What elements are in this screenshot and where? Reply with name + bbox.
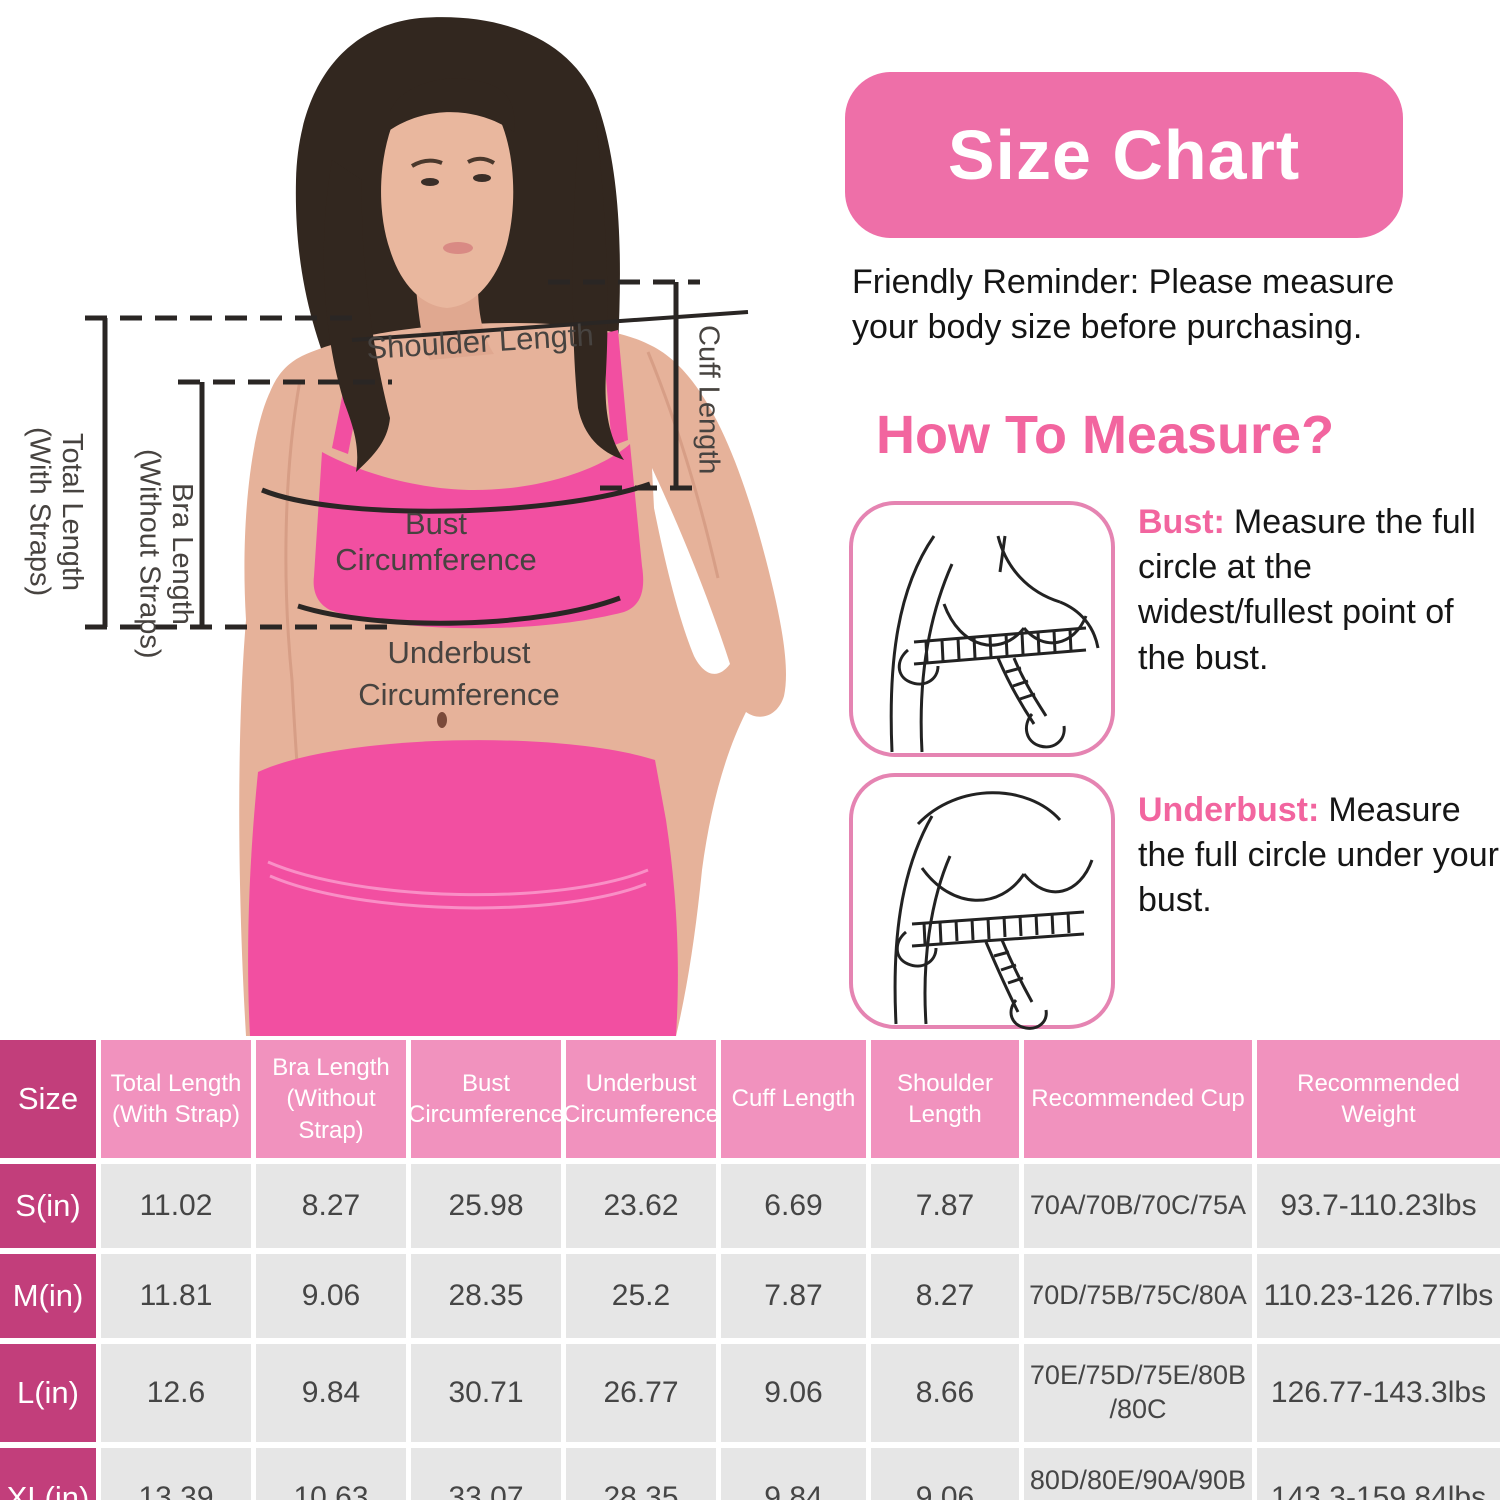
col-header-cuff: Cuff Length [721,1040,866,1158]
title-banner: Size Chart [845,72,1403,238]
table-cell: 7.87 [871,1164,1019,1248]
table-cell: 30.71 [411,1344,561,1442]
table-cell: 23.62 [566,1164,716,1248]
table-cell: 80D/80E/90A/90B /90C [1024,1448,1252,1500]
table-cell: 70A/70B/70C/75A [1024,1164,1252,1248]
table-cell: 13.39 [101,1448,251,1500]
row-m-label: M(in) [0,1254,96,1338]
table-cell: 33.07 [411,1448,561,1500]
col-header-shoulder: Shoulder Length [871,1040,1019,1158]
table-cell: 10.63 [256,1448,406,1500]
leggings [248,740,678,1036]
bust-measure-icon [849,501,1115,757]
underbust-circumference-label: Underbust Circumference [358,635,560,712]
table-cell: 12.6 [101,1344,251,1442]
table-cell: 28.35 [566,1448,716,1500]
col-header-total-length: Total Length (With Strap) [101,1040,251,1158]
model-photo [85,17,786,1036]
table-cell: 26.77 [566,1344,716,1442]
underbust-measure-icon [849,773,1115,1030]
table-cell: 7.87 [721,1254,866,1338]
table-cell: 8.66 [871,1344,1019,1442]
cuff-length-label: Cuff Length [692,325,725,475]
bra-top [313,444,644,629]
total-length-label: Total Length (With Straps) [23,427,88,597]
col-header-recommended-cup: Recommended Cup [1024,1040,1252,1158]
bust-label: Bust: [1138,503,1225,541]
reminder-text: Friendly Reminder: Please measure your b… [852,263,1395,347]
bra-length-label: Bra Length (Without Straps) [133,449,198,659]
table-cell: 28.35 [411,1254,561,1338]
col-header-bust: Bust Circumference [408,1040,564,1158]
col-header-bra-length: Bra Length (Without Strap) [256,1040,406,1158]
table-cell: 70E/75D/75E/80B /80C [1024,1344,1252,1442]
row-xl-label: XL(in) [0,1448,96,1500]
face [381,100,514,308]
table-cell: 143.3-159.84lbs [1257,1448,1500,1500]
table-cell: 25.98 [411,1164,561,1248]
table-cell: 93.7-110.23lbs [1257,1164,1500,1248]
table-cell: 9.06 [871,1448,1019,1500]
table-cell: 6.69 [721,1164,866,1248]
table-cell: 126.77-143.3lbs [1257,1344,1500,1442]
table-cell: 8.27 [871,1254,1019,1338]
table-cell: 11.02 [101,1164,251,1248]
measurement-lines [85,279,749,630]
table-cell: 9.84 [256,1344,406,1442]
table-cell: 110.23-126.77lbs [1257,1254,1500,1338]
table-cell: 11.81 [101,1254,251,1338]
table-cell: 9.06 [256,1254,406,1338]
row-s-label: S(in) [0,1164,96,1248]
row-l-label: L(in) [0,1344,96,1442]
page-title: Size Chart [947,116,1301,194]
underbust-label: Underbust: [1138,791,1320,829]
table-cell: 9.84 [721,1448,866,1500]
col-header-size: Size [0,1040,96,1158]
table-cell: 25.2 [566,1254,716,1338]
col-header-underbust: Underbust Circumference [563,1040,719,1158]
bust-instruction-text: Measure the full circle at the widest/fu… [1138,503,1476,677]
how-to-measure-heading: How To Measure? [876,405,1335,465]
table-cell: 8.27 [256,1164,406,1248]
table-cell: 70D/75B/75C/80A [1024,1254,1252,1338]
underbust-instruction-text: Measure the full circle under your bust. [1138,791,1499,920]
bust-instruction: Bust: Measure the full circle at the wide… [1138,500,1490,681]
size-table: Size Total Length (With Strap) Bra Lengt… [0,1040,1500,1500]
col-header-recommended-weight: Recommended Weight [1257,1040,1500,1158]
bust-circumference-label: Bust Circumference [335,506,537,577]
table-cell: 9.06 [721,1344,866,1442]
underbust-instruction: Underbust: Measure the full circle under … [1138,788,1500,924]
